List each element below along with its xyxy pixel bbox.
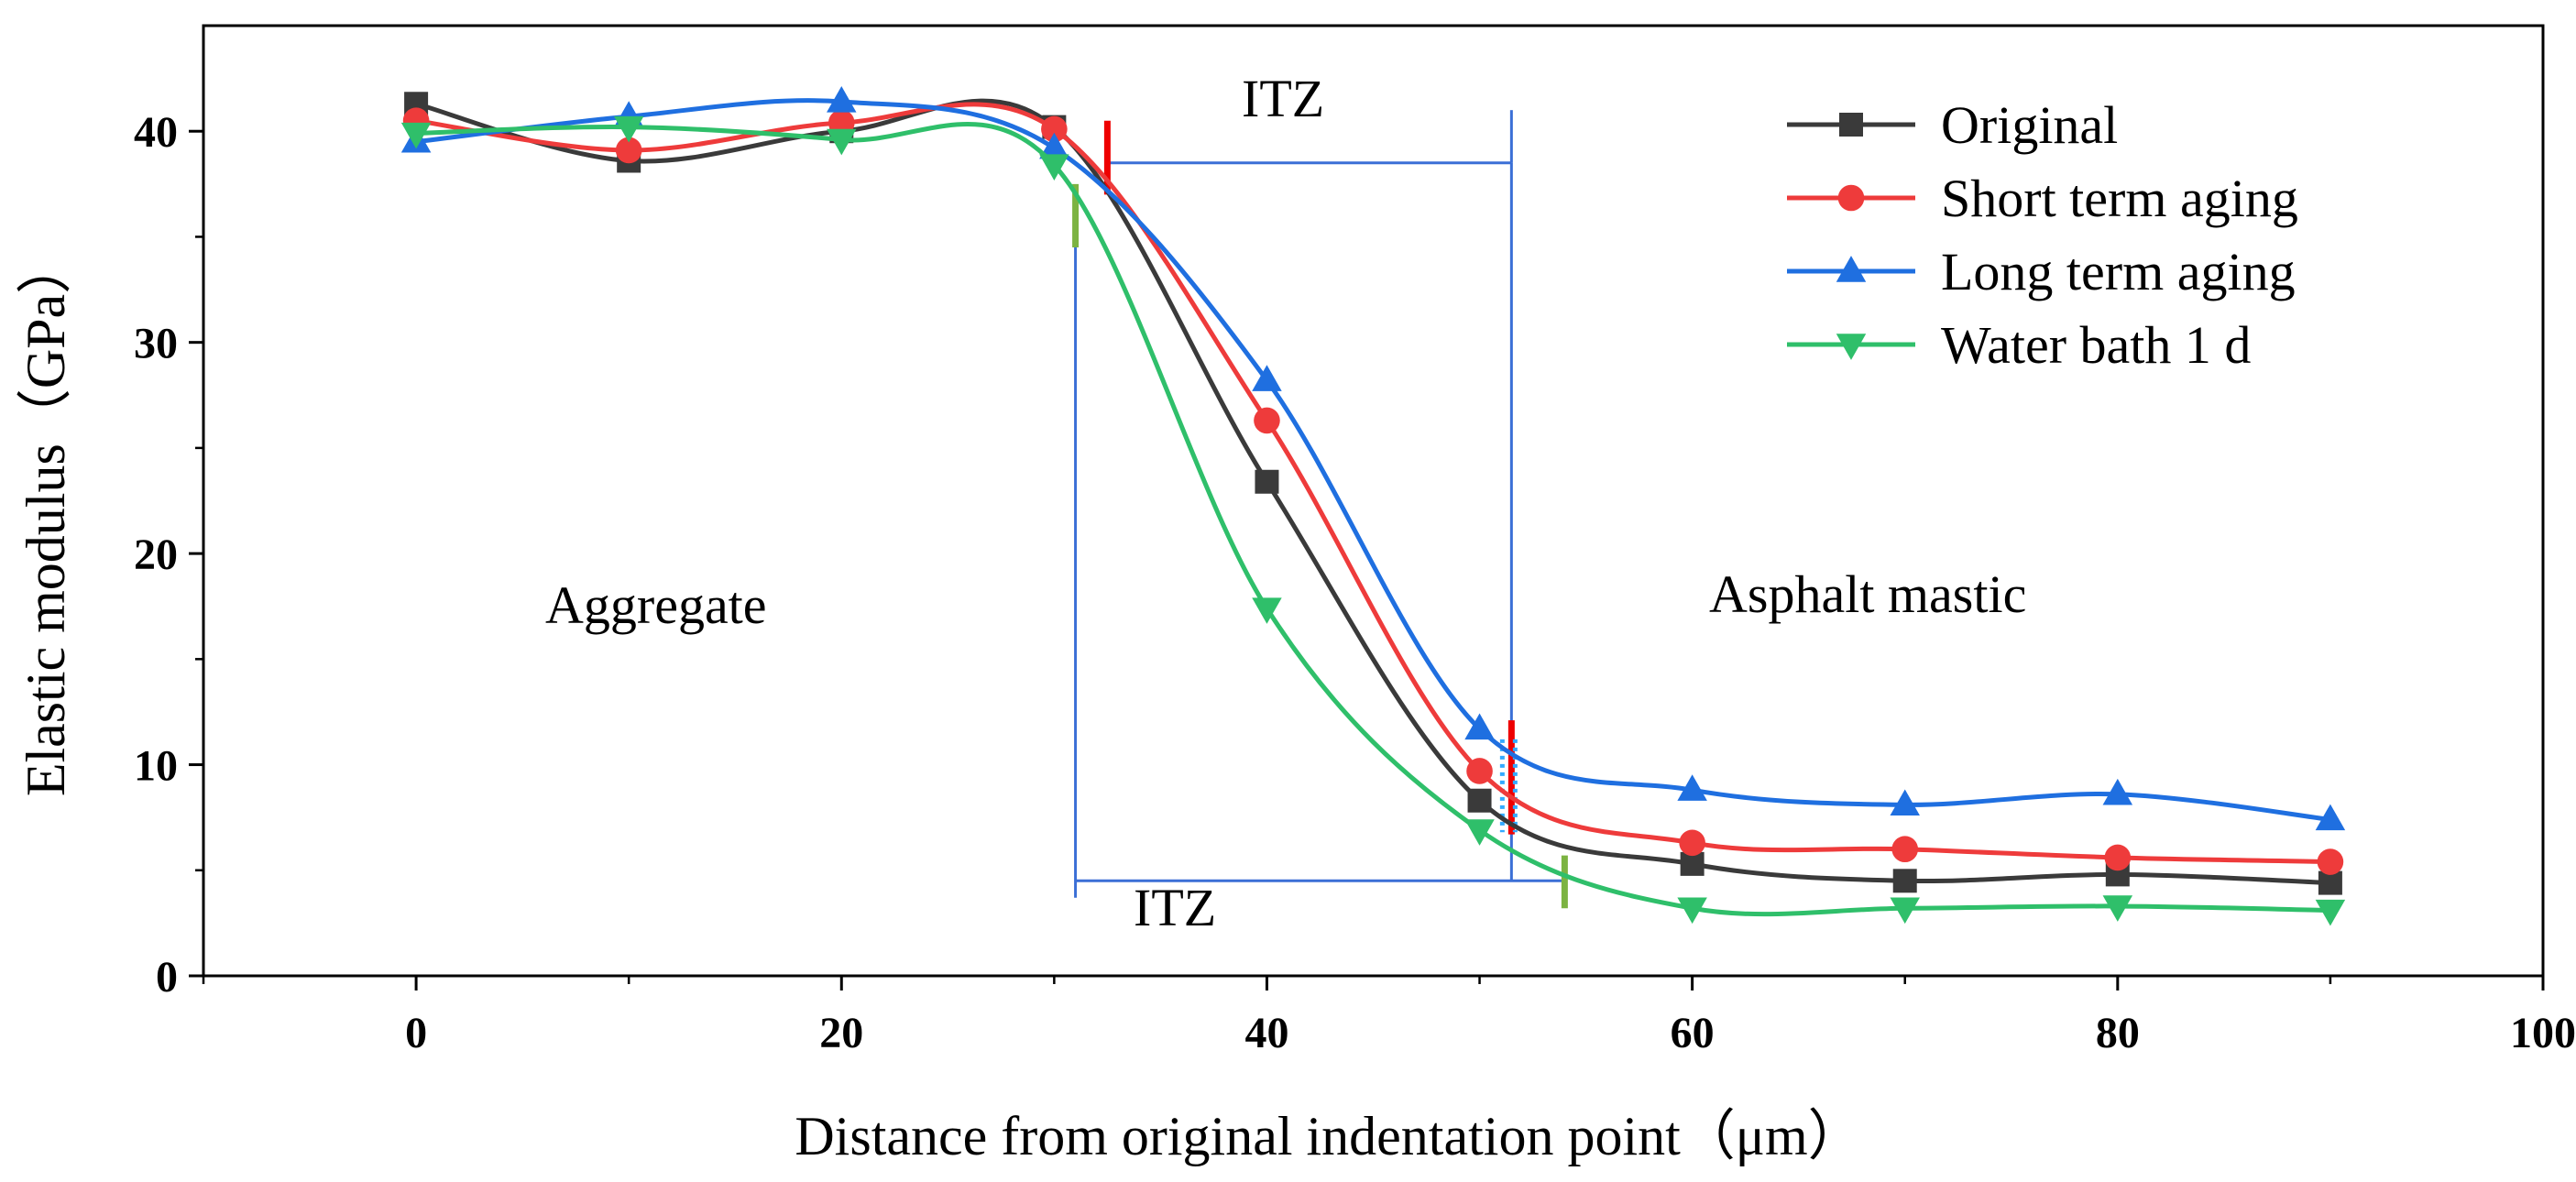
legend-label: Original — [1941, 95, 2118, 155]
data-point — [1891, 836, 1919, 863]
data-point — [1464, 819, 1495, 846]
series-line — [415, 98, 2331, 822]
data-point — [1039, 132, 1069, 159]
data-point — [1679, 829, 1705, 857]
data-point — [827, 128, 857, 156]
y-axis-label: Elastic modulus（GPa） — [16, 239, 76, 796]
data-point — [1039, 154, 1069, 181]
asphalt-mastic-region-label: Asphalt mastic — [1709, 564, 2026, 624]
data-point — [1254, 407, 1280, 434]
series-layer — [400, 86, 2346, 926]
data-point — [1252, 597, 1282, 624]
data-point — [1255, 469, 1279, 494]
x-tick-label-80: 80 — [2096, 1009, 2140, 1057]
data-point — [400, 122, 432, 149]
data-point — [1252, 365, 1282, 391]
itz-bottom-label: ITZ — [1134, 878, 1216, 937]
legend-marker — [1837, 184, 1865, 212]
data-point — [2102, 778, 2133, 805]
y-tick-label-40: 40 — [134, 108, 178, 157]
legend-label: Long term aging — [1941, 242, 2296, 301]
data-point — [615, 137, 642, 164]
data-point — [1680, 851, 1705, 876]
plot-frame — [202, 24, 2545, 978]
data-point — [1464, 713, 1495, 740]
x-axis-label: Distance from original indentation point… — [795, 1106, 1862, 1166]
legend-label: Short term aging — [1941, 169, 2298, 228]
data-point — [613, 115, 644, 143]
y-tick-label-0: 0 — [156, 953, 178, 1001]
data-point — [1892, 869, 1917, 893]
data-point — [2318, 870, 2342, 895]
data-point — [1890, 789, 1920, 816]
x-tick-label-40: 40 — [1244, 1009, 1288, 1057]
data-point — [2315, 804, 2346, 831]
x-tick-label-60: 60 — [1671, 1009, 1715, 1057]
data-point — [2317, 848, 2344, 875]
data-point — [2315, 899, 2346, 926]
legend-item: Long term aging — [1787, 242, 2296, 301]
data-point — [1466, 758, 1493, 784]
data-point — [2102, 895, 2133, 922]
data-point — [1677, 774, 1707, 801]
legend-label: Water bath 1 d — [1941, 315, 2251, 375]
itz-annotations — [1072, 110, 1568, 909]
data-point — [1890, 897, 1920, 925]
legend: Original Short term aging Long term aging W… — [1787, 95, 2298, 375]
x-tick-label-0: 0 — [405, 1009, 427, 1057]
series-water-bath-1-d — [400, 115, 2346, 926]
legend-marker — [1836, 334, 1867, 360]
data-point — [2104, 844, 2132, 871]
legend-item: Water bath 1 d — [1787, 315, 2251, 375]
y-tick-label-10: 10 — [134, 742, 178, 791]
aggregate-region-label: Aggregate — [545, 575, 767, 635]
series-line — [415, 98, 2331, 886]
legend-item: Original — [1787, 95, 2118, 155]
data-point — [1041, 115, 1068, 143]
itz-top-label: ITZ — [1242, 69, 1324, 128]
series-line — [416, 122, 2330, 917]
data-point — [1467, 788, 1492, 813]
axes: 0 20 40 60 80 100 0 10 20 30 40 — [134, 24, 2576, 1057]
data-point — [827, 86, 857, 113]
x-tick-label-100: 100 — [2510, 1009, 2576, 1057]
legend-marker — [1839, 113, 1863, 137]
y-tick-label-20: 20 — [134, 531, 178, 579]
legend-marker — [1836, 256, 1867, 282]
data-point — [1677, 897, 1707, 925]
legend-item: Short term aging — [1787, 169, 2298, 228]
y-tick-label-30: 30 — [134, 320, 178, 368]
x-tick-label-20: 20 — [819, 1009, 863, 1057]
